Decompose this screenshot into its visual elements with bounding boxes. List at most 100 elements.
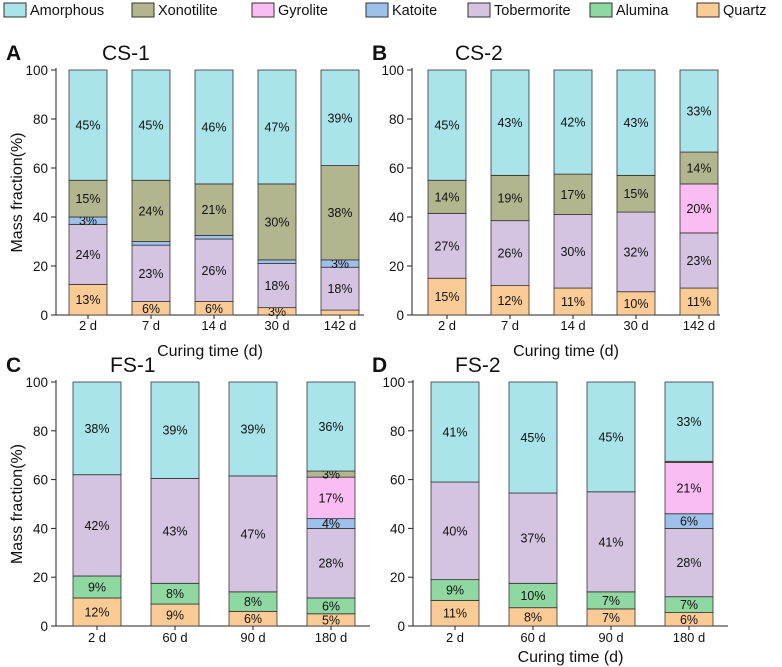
data-label-tobermorite: 30% [560,245,585,259]
bar-segment-xonotlite [427,179,467,214]
data-label-amorphous: 43% [497,116,522,130]
bar-segment-amorphous [257,69,297,185]
data-label-tobermorite: 43% [162,524,187,538]
x-axis-label: Curing time (d) [513,343,619,360]
y-tick-label: 80 [33,112,48,127]
chart-title: FS-2 [455,354,501,377]
data-label-katoite: 3% [79,214,97,228]
data-label-tobermorite: 28% [676,556,701,570]
x-tick-label: 14 d [201,318,226,333]
data-label-xonotlite: 30% [264,215,289,229]
bar-segment-amorphous [553,69,593,175]
x-tick-label: 90 d [598,630,623,645]
y-tick-label: 40 [33,210,48,225]
data-label-alumina: 7% [602,594,620,608]
legend-label-xonotlite: Xonotilite [158,3,218,19]
chart-title: CS-1 [102,42,150,65]
data-label-quartz: 8% [524,610,542,624]
bar-segment-tobermorite [430,481,480,581]
data-label-quartz: 13% [75,293,100,307]
bar-segment-amorphous [586,381,636,493]
bar-segment-amorphous [68,69,108,181]
data-label-tobermorite: 23% [138,267,163,281]
x-tick-label: 90 d [240,630,265,645]
data-label-tobermorite: 41% [598,535,623,549]
legend-label-quartz: Quartz [723,3,767,19]
data-label-alumina: 7% [680,598,698,612]
data-label-amorphous: 46% [201,120,226,134]
x-tick-label: 142 d [683,318,716,333]
bar-segment-katoite [257,259,297,264]
y-tick-label: 40 [33,521,48,536]
y-tick-label: 80 [389,112,404,127]
data-label-tobermorite: 23% [686,254,711,268]
data-label-alumina: 6% [322,599,340,613]
y-tick-label: 60 [389,161,404,176]
data-label-quartz: 12% [84,605,109,619]
y-tick-label: 20 [389,259,404,274]
y-tick-label: 0 [397,619,405,634]
data-label-katoite: 4% [322,517,340,531]
data-label-tobermorite: 18% [327,282,352,296]
y-tick-label: 60 [33,161,48,176]
data-label-amorphous: 45% [598,430,623,444]
x-tick-label: 180 d [315,630,348,645]
data-label-tobermorite: 26% [497,247,522,261]
data-label-tobermorite: 42% [84,519,109,533]
data-label-amorphous: 41% [442,426,467,440]
data-label-quartz: 10% [623,297,648,311]
x-tick-label: 2 d [438,318,456,333]
bar-segment-tobermorite [228,475,278,593]
y-tick-label: 0 [396,308,404,323]
data-label-quartz: 6% [244,612,262,626]
chart-title: CS-2 [455,42,503,65]
y-tick-label: 80 [390,424,405,439]
bar-segment-amorphous [131,69,171,181]
bar-segment-amorphous [427,69,467,181]
data-label-quartz: 7% [602,611,620,625]
bar-segment-tobermorite [68,223,108,285]
x-axis-label: Curing time (d) [157,343,263,360]
data-label-amorphous: 33% [686,105,711,119]
bar-segment-amorphous [679,69,719,153]
legend-label-katoite: Katoite [392,3,437,19]
y-tick-label: 60 [390,473,405,488]
bar-segment-amorphous [150,381,200,479]
data-label-amorphous: 45% [434,119,459,133]
data-label-quartz: 9% [166,609,184,623]
panel-b-cs-2: B CS-2 0 20 40 60 80 100 15% 27% 14% 45% 2 d 12% 26% 19… [372,42,720,360]
data-label-quartz: 11% [561,295,585,309]
bar-segment-xonotlite [68,179,108,218]
data-label-tobermorite: 18% [264,279,289,293]
data-label-xonotlite: 15% [75,192,100,206]
panel-d-fs-2: D FS-2 0 20 40 60 80 100 11% 9% 40% 41% 2 d 8% 10% 37% 4… [372,354,728,666]
data-label-quartz: 11% [443,607,467,621]
data-label-amorphous: 39% [162,424,187,438]
y-tick-label: 100 [381,63,404,78]
panel-c-fs-1: C FS-1 0 20 40 60 80 100 Mass fraction(%) 12% 9% 42… [6,354,370,645]
legend-label-amorphous: Amorphous [30,3,104,19]
legend: Amorphous Xonotilite Gyrolite Katoite Toberm… [3,2,767,19]
bar-segment-gyrolite [306,476,356,520]
bar-segment-tobermorite [490,220,530,287]
data-label-xonotlite: 21% [201,203,226,217]
data-label-amorphous: 36% [318,420,343,434]
bar-segment-amorphous [508,381,558,494]
chart-title: FS-1 [110,354,156,377]
bar-segment-xonotlite [320,165,360,261]
data-label-alumina: 8% [244,595,262,609]
y-tick-label: 20 [390,570,405,585]
legend-swatch-katoite [365,2,389,18]
data-label-alumina: 9% [88,580,106,594]
x-tick-label: 60 d [162,630,187,645]
data-label-gyrolite: 17% [318,491,343,505]
bar-segment-amorphous [664,381,714,462]
data-label-tobermorite: 40% [442,524,467,538]
bar-segment-quartz [430,599,480,627]
bar-segment-amorphous [490,69,530,176]
bar-segment-xonotlite [616,174,656,213]
data-label-quartz: 6% [205,302,223,316]
x-tick-label: 7 d [501,318,519,333]
bar-segment-xonotlite [257,183,297,261]
bar-segment-amorphous [306,381,356,472]
